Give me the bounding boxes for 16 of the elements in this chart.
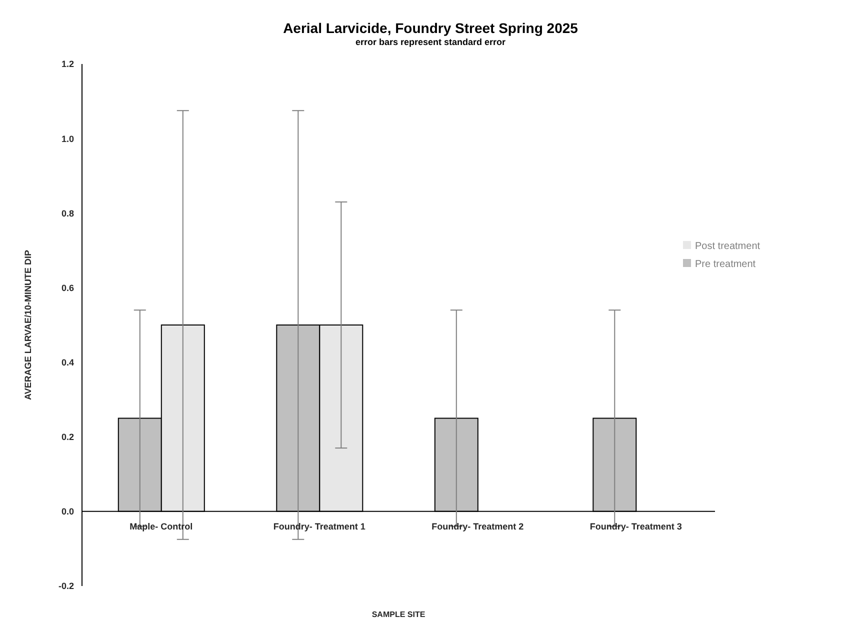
y-tick-label: 0.0	[61, 506, 74, 517]
legend-label: Post treatment	[695, 241, 760, 252]
y-tick-label: 1.0	[61, 134, 74, 144]
x-axis-title: SAMPLE SITE	[372, 610, 426, 619]
y-tick-label: 1.2	[61, 59, 74, 70]
y-tick-label: 0.8	[61, 208, 74, 218]
y-tick-label: 0.2	[61, 432, 74, 442]
x-tick-label: Foundry- Treatment 3	[590, 521, 682, 532]
y-tick-label: 0.4	[61, 357, 74, 368]
chart-subtitle: error bars represent standard error	[354, 37, 507, 47]
y-axis-title: AVERAGE LARVAE/10-MINUTE DIP	[23, 250, 34, 400]
y-tick-label: -0.2	[58, 581, 74, 592]
chart-title: Aerial Larvicide, Foundry Street Spring 2025	[282, 20, 579, 36]
legend-label: Pre treatment	[695, 259, 756, 270]
y-tick-label: 0.6	[61, 282, 74, 293]
x-tick-label: Foundry- Treatment 2	[432, 521, 524, 532]
